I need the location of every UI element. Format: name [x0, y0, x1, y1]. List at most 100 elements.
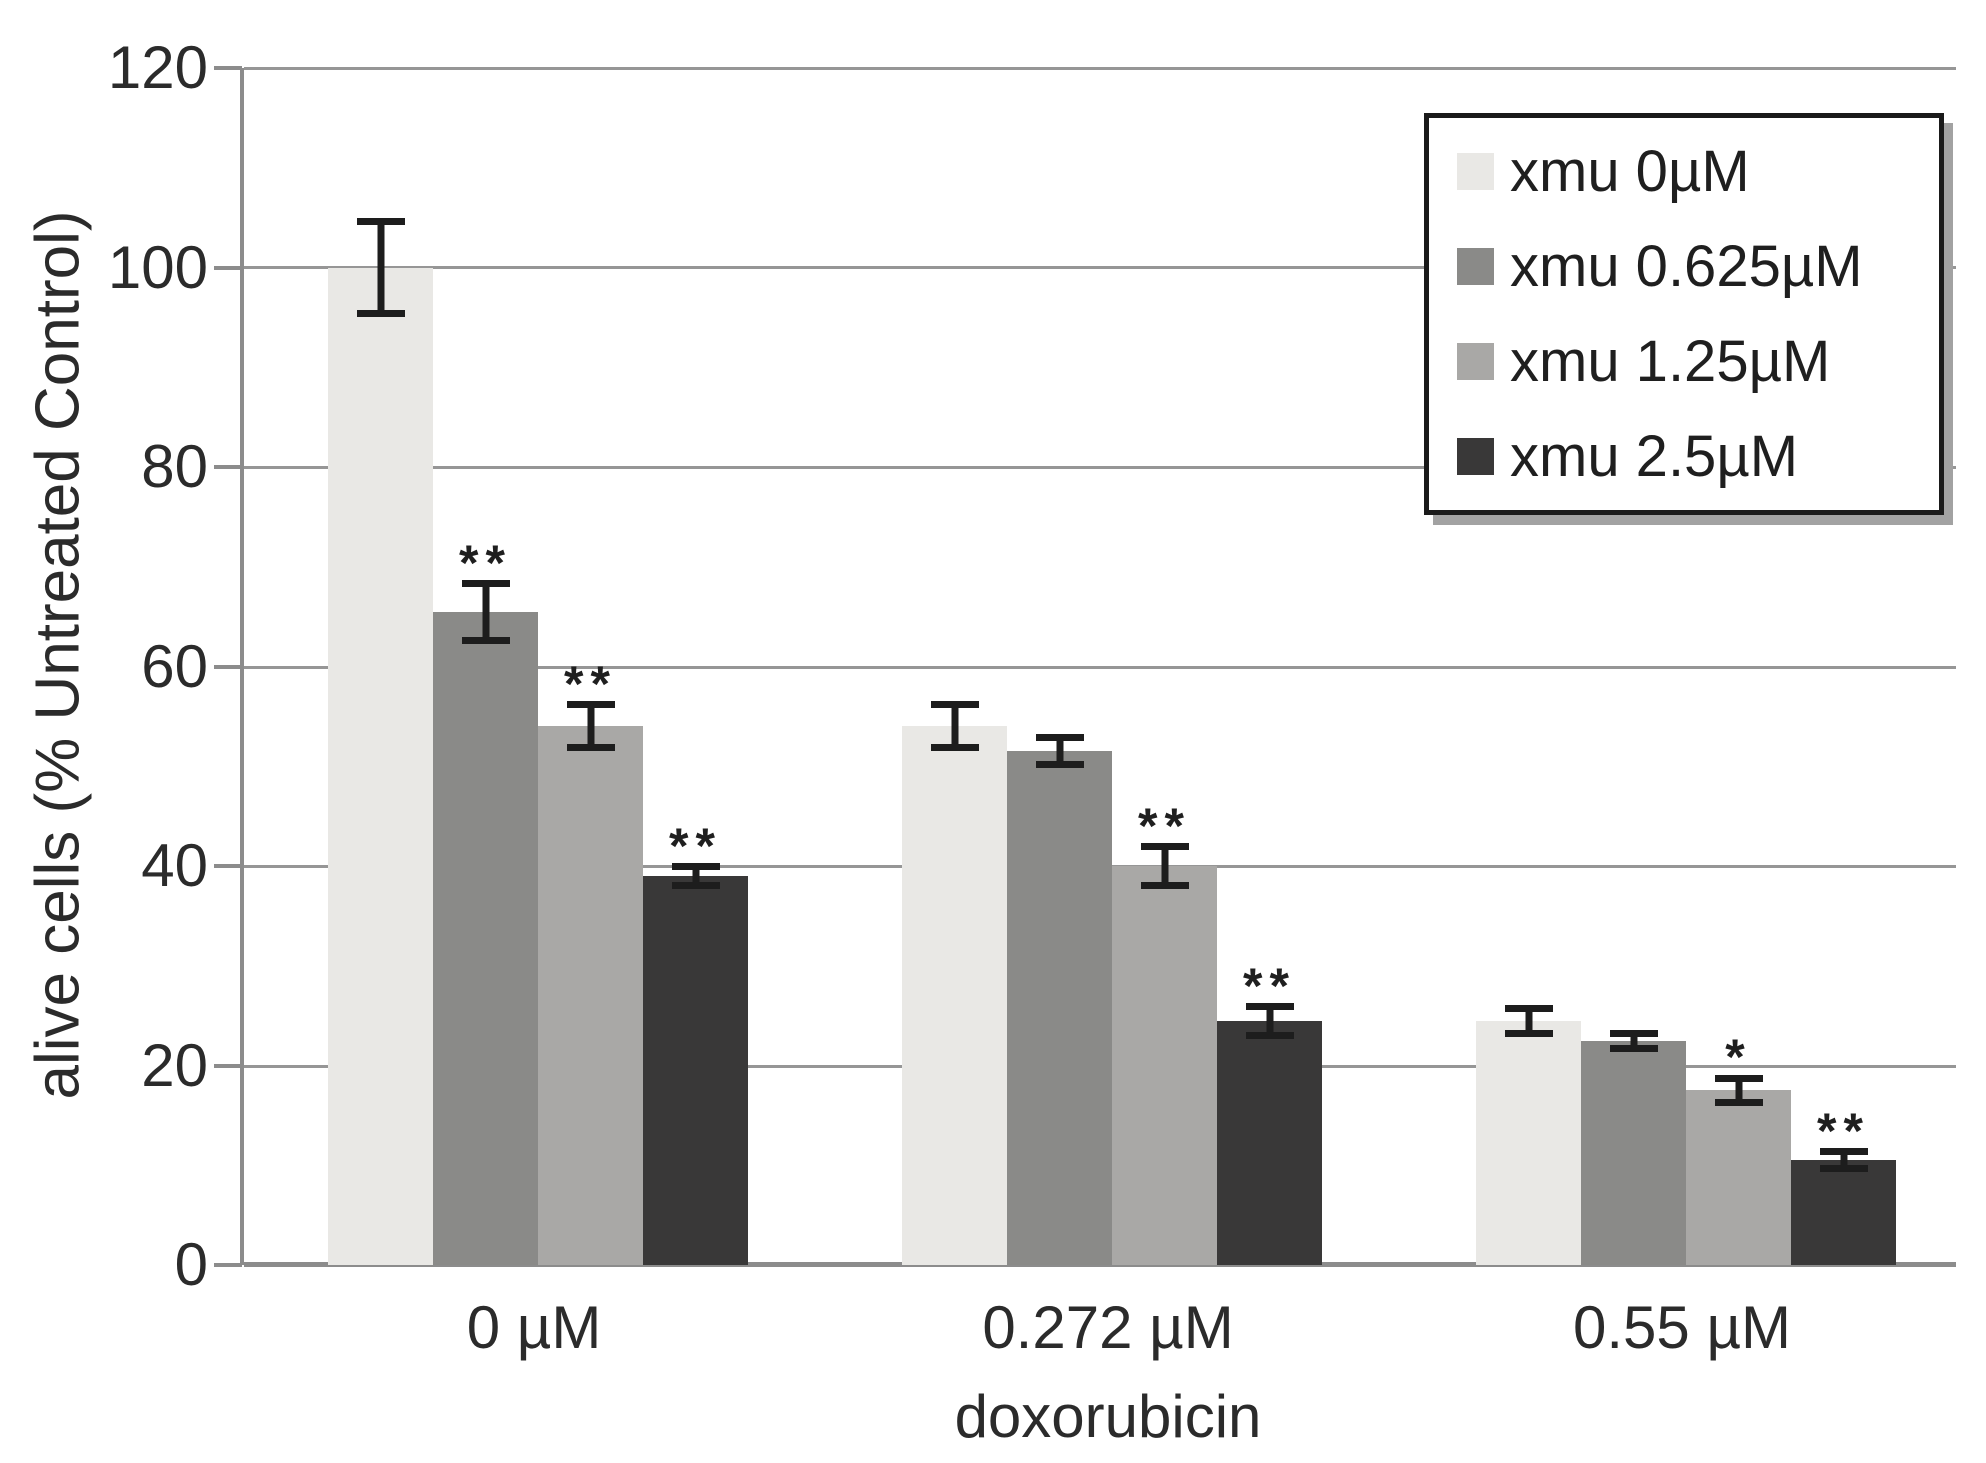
y-tick-100	[214, 265, 242, 270]
significance-xmu 2.5µM-0 µM: **	[669, 818, 722, 875]
error-bar-cap	[566, 744, 615, 752]
y-tick-label-80: 80	[141, 433, 208, 500]
bar-xmu 2.5µM-0.55 µM	[1791, 1160, 1896, 1265]
error-bar-line	[1735, 1074, 1742, 1107]
error-bar-line	[951, 701, 958, 752]
error-bar-cap	[1245, 1031, 1294, 1039]
error-bar-cap	[1714, 1099, 1763, 1107]
y-tick-120	[214, 66, 242, 70]
error-bar-cap	[1245, 1002, 1294, 1010]
y-tick-label-0: 0	[174, 1231, 208, 1298]
gridline-80	[244, 465, 1956, 469]
y-tick-80	[214, 465, 242, 469]
error-bar-cap	[1140, 881, 1189, 889]
error-bar-line	[1840, 1148, 1847, 1173]
significance-xmu 2.5µM-0.55 µM: **	[1817, 1103, 1870, 1160]
x-tick-label-0 µM: 0 µM	[466, 1294, 602, 1361]
error-bar-xmu 1.25µM-0 µM	[566, 701, 615, 752]
error-bar-cap	[1819, 1148, 1868, 1156]
bar-xmu 0µM-0.55 µM	[1476, 1020, 1581, 1265]
legend-row-xmu 2.5µM: xmu 2.5µM	[1457, 409, 1939, 504]
bar-xmu 2.5µM-0.272 µM	[1217, 1020, 1322, 1265]
bar-group-0 µM: ** ** **	[328, 68, 748, 1265]
bar-xmu 0.625µM-0 µM	[433, 611, 538, 1265]
significance-xmu 0.625µM-0 µM: **	[459, 534, 512, 591]
y-tick-label-120: 120	[107, 34, 208, 101]
error-bar-cap	[566, 701, 615, 709]
error-bar-line	[1525, 1004, 1532, 1037]
gridline-120	[244, 67, 1956, 70]
gridline-60	[244, 665, 1956, 669]
x-tick-label-0.55 µM: 0.55 µM	[1573, 1294, 1791, 1361]
y-tick-label-60: 60	[141, 632, 208, 700]
legend-row-xmu 0.625µM: xmu 0.625µM	[1457, 219, 1939, 314]
bar-xmu 1.25µM-0 µM	[538, 726, 643, 1265]
error-bar-xmu 1.25µM-0.55 µM	[1714, 1074, 1763, 1107]
error-bar-xmu 0µM-0.55 µM	[1504, 1004, 1553, 1037]
legend: xmu 0µM xmu 0.625µM xmu 1.25µM xmu 2.5µM	[1424, 113, 1944, 515]
significance-xmu 1.25µM-0 µM: **	[564, 656, 617, 713]
legend-row-xmu 1.25µM: xmu 1.25µM	[1457, 314, 1939, 409]
error-bar-cap	[1035, 734, 1084, 742]
error-bar-line	[482, 579, 489, 644]
error-bar-line	[587, 701, 594, 752]
error-bar-cap	[671, 881, 720, 889]
x-axis-title: doxorubicin	[954, 1383, 1262, 1450]
legend-label: xmu 0µM	[1510, 139, 1750, 204]
bar-group-0.272 µM: ** **	[902, 68, 1322, 1265]
y-tick-20	[214, 1063, 242, 1068]
plot-area: ** ** ** ** ** * ** xmu 0µM xmu 0.625µM xmu 1.25…	[240, 67, 1956, 1267]
legend-row-xmu 0µM: xmu 0µM	[1457, 124, 1939, 219]
bar-xmu 0µM-0 µM	[328, 267, 433, 1265]
error-bar-cap	[1504, 1029, 1553, 1037]
bar-xmu 0.625µM-0.55 µM	[1581, 1040, 1686, 1265]
bar-xmu 0.625µM-0.272 µM	[1007, 751, 1112, 1265]
y-tick-label-40: 40	[141, 832, 208, 899]
error-bar-cap	[930, 701, 979, 709]
legend-label: xmu 0.625µM	[1510, 234, 1863, 299]
error-bar-line	[1056, 734, 1063, 769]
error-bar-xmu 1.25µM-0.272 µM	[1140, 843, 1189, 889]
error-bar-cap	[356, 310, 405, 318]
legend-swatch-icon	[1457, 438, 1494, 475]
error-bar-cap	[1035, 761, 1084, 769]
error-bar-cap	[1609, 1029, 1658, 1037]
bar-xmu 0µM-0.272 µM	[902, 726, 1007, 1265]
error-bar-line	[377, 217, 384, 318]
error-bar-cap	[930, 744, 979, 752]
error-bar-line	[1630, 1029, 1637, 1052]
legend-label: xmu 1.25µM	[1510, 329, 1831, 394]
error-bar-xmu 0.625µM-0 µM	[461, 579, 510, 644]
error-bar-cap	[1609, 1044, 1658, 1052]
bar-xmu 1.25µM-0.55 µM	[1686, 1090, 1791, 1265]
x-tick-label-0.272 µM: 0.272 µM	[982, 1294, 1234, 1361]
error-bar-cap	[356, 217, 405, 225]
y-tick-40	[214, 864, 242, 868]
y-tick-0	[214, 1263, 242, 1267]
error-bar-xmu 2.5µM-0.55 µM	[1819, 1148, 1868, 1173]
bar-xmu 1.25µM-0.272 µM	[1112, 866, 1217, 1265]
significance-xmu 2.5µM-0.272 µM: **	[1243, 957, 1296, 1014]
y-tick-label-100: 100	[107, 233, 208, 301]
error-bar-cap	[461, 636, 510, 644]
error-bar-xmu 2.5µM-0 µM	[671, 863, 720, 889]
error-bar-cap	[671, 863, 720, 871]
error-bar-line	[692, 863, 699, 889]
error-bar-line	[1266, 1002, 1273, 1039]
error-bar-xmu 0µM-0.272 µM	[930, 701, 979, 752]
error-bar-xmu 0µM-0 µM	[356, 217, 405, 318]
error-bar-xmu 0.625µM-0.272 µM	[1035, 734, 1084, 769]
significance-xmu 1.25µM-0.55 µM: *	[1725, 1029, 1752, 1086]
bar-group-0.55 µM: * **	[1476, 68, 1896, 1265]
legend-swatch-icon	[1457, 153, 1494, 190]
error-bar-cap	[1714, 1074, 1763, 1082]
legend-swatch-icon	[1457, 343, 1494, 380]
significance-xmu 1.25µM-0.272 µM: **	[1138, 798, 1191, 855]
error-bar-cap	[461, 579, 510, 587]
error-bar-cap	[1504, 1004, 1553, 1012]
gridline-100	[244, 266, 1956, 270]
error-bar-cap	[1140, 843, 1189, 851]
y-tick-60	[214, 664, 242, 669]
error-bar-line	[1161, 843, 1168, 889]
